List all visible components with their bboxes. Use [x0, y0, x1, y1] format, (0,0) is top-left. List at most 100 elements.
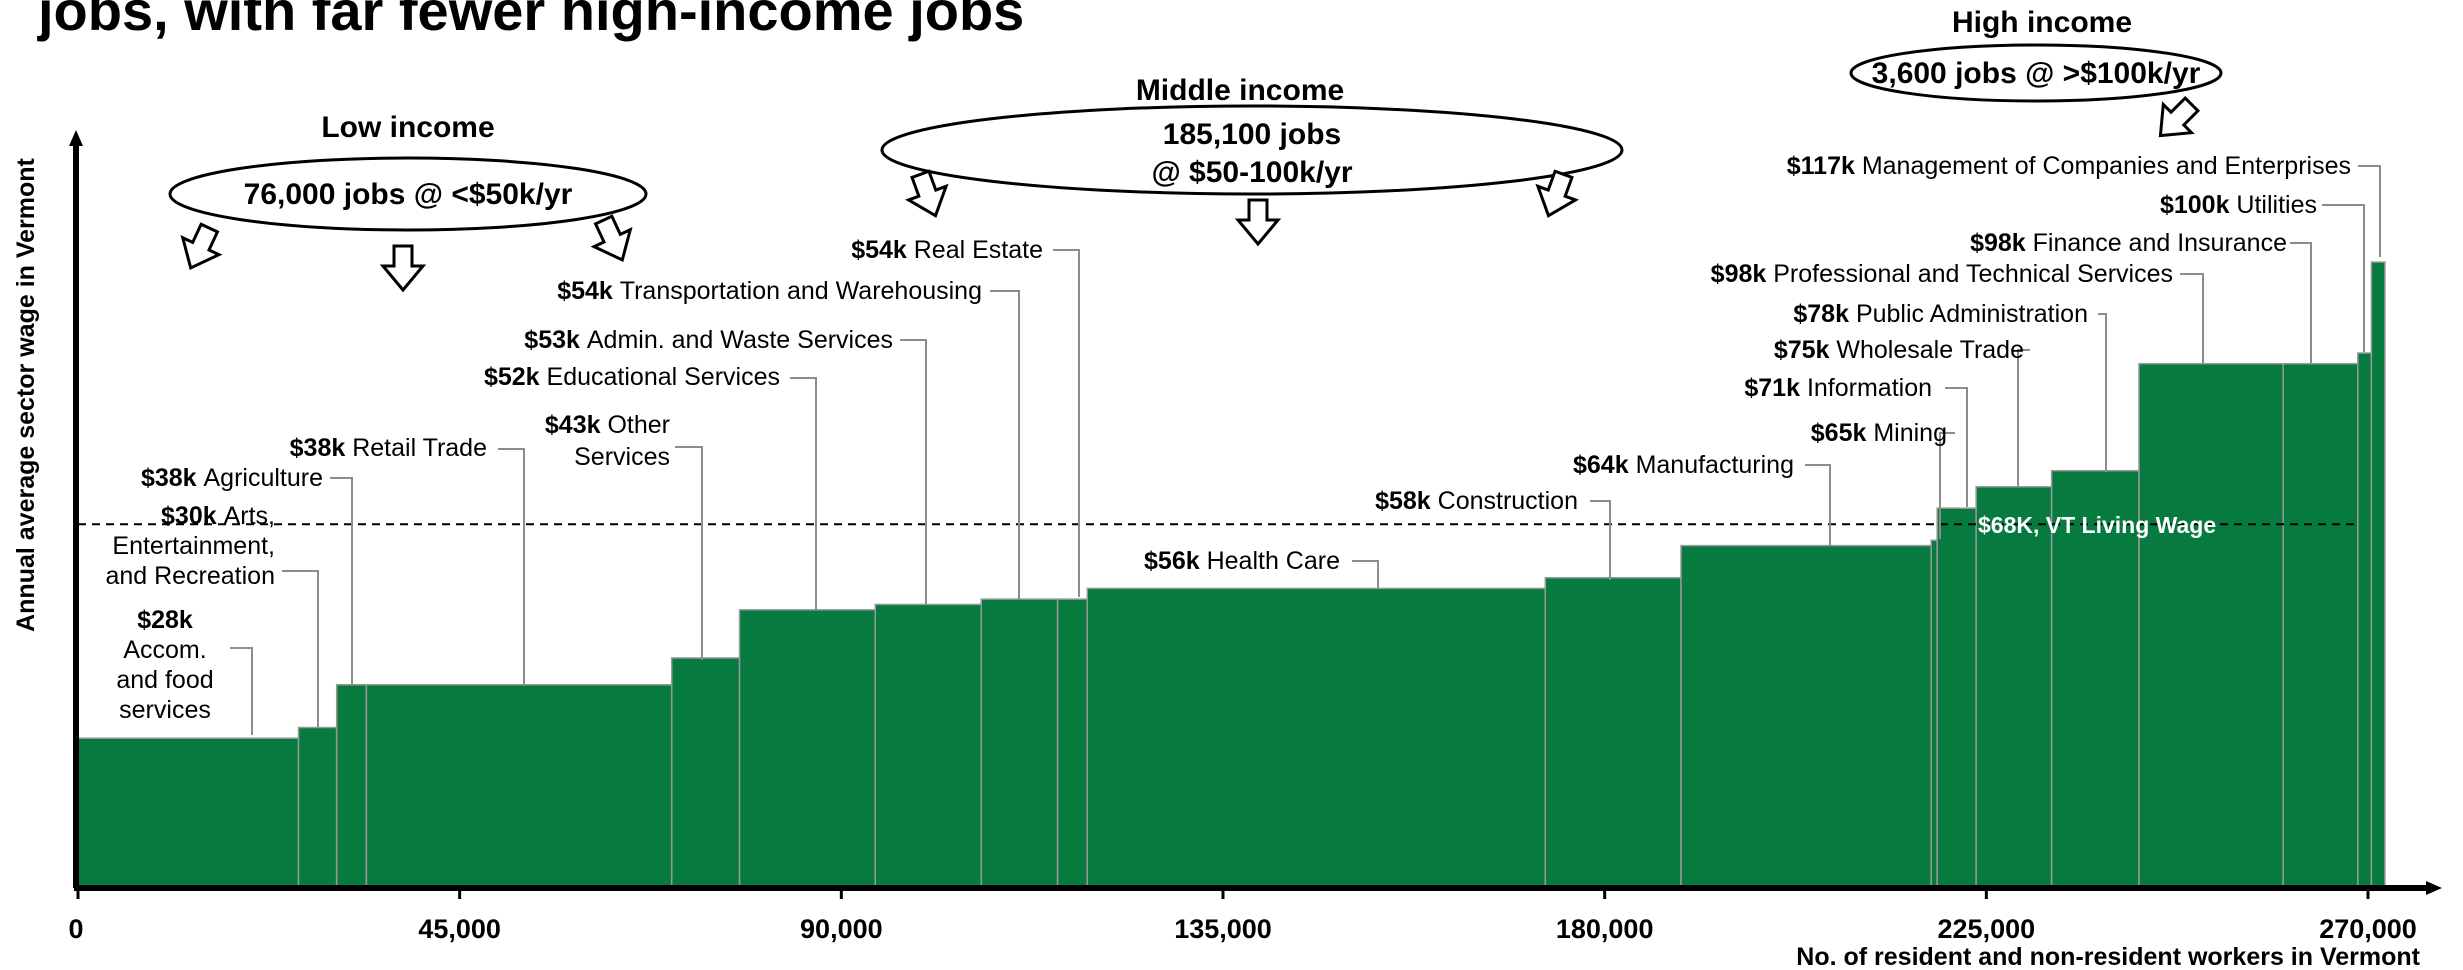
x-tick-label: 45,000	[418, 914, 501, 944]
label-manufacturing: $64k Manufacturing	[1573, 451, 1794, 479]
x-tick-label: 225,000	[1938, 914, 2036, 944]
bar-transportation-and-warehousing	[980, 598, 1059, 889]
bar-mining	[1930, 539, 1938, 889]
group-arrow-icon	[904, 169, 949, 218]
living-wage-label: $68K, VT Living Wage	[1978, 512, 2216, 538]
bar-other-services	[670, 657, 741, 889]
group-text-middle-income: @ $50-100k/yr	[1151, 156, 1352, 189]
label-information: $71k Information	[1744, 374, 1932, 402]
group-heading-high-income: High income	[1952, 6, 2132, 39]
label-educational-services: $52k Educational Services	[484, 363, 780, 391]
bars-group	[77, 261, 2386, 889]
label-wholesale-trade: $75k Wholesale Trade	[1774, 336, 2024, 364]
chart-title: jobs, with far fewer high-income jobs	[37, 0, 1024, 42]
label-accom-and-food-services-line: Accom.	[123, 636, 206, 664]
leader-retail-trade	[498, 448, 525, 686]
leader-accom-and-food-services	[230, 647, 253, 735]
bar-agriculture	[335, 683, 368, 889]
bar-professional-and-technical-services	[2138, 362, 2284, 889]
leader-arts-entertainment-and-recreation	[282, 570, 319, 727]
income-groups: Low income 76,000 jobs @ <$50k/yr Middle i…	[168, 6, 2223, 293]
x-tick-label: 270,000	[2319, 914, 2417, 944]
leader-health-care	[1352, 560, 1379, 588]
label-utilities: $100k Utilities	[2160, 191, 2317, 219]
leader-lines-group	[230, 165, 2381, 735]
leader-management-of-companies-and-enterprises	[2358, 165, 2381, 257]
bar-accom-and-food-services	[77, 737, 300, 889]
bar-retail-trade	[365, 683, 673, 889]
x-axis-arrow	[2426, 881, 2442, 895]
x-tick-label: 135,000	[1174, 914, 1272, 944]
label-admin-and-waste-services: $53k Admin. and Waste Services	[524, 326, 893, 354]
x-tick-label: 90,000	[800, 914, 883, 944]
label-retail-trade: $38k Retail Trade	[290, 434, 487, 462]
bar-arts-entertainment-and-recreation	[297, 726, 338, 889]
group-arrow-icon	[379, 244, 427, 293]
group-arrow-icon	[1535, 169, 1580, 218]
bar-wholesale-trade	[1975, 486, 2053, 889]
y-axis-arrow	[69, 130, 83, 146]
label-agriculture: $38k Agriculture	[141, 464, 323, 492]
leader-construction	[1590, 500, 1611, 580]
label-finance-and-insurance: $98k Finance and Insurance	[1970, 229, 2287, 257]
label-accom-and-food-services-line: $28k	[137, 606, 193, 634]
bar-finance-and-insurance	[2282, 362, 2359, 889]
group-arrow-icon	[1234, 198, 1282, 247]
group-heading-low-income: Low income	[321, 111, 494, 144]
label-accom-and-food-services-line: services	[119, 696, 211, 724]
bar-real-estate	[1056, 598, 1089, 889]
bar-utilities	[2357, 352, 2373, 889]
bar-construction	[1544, 576, 1682, 889]
group-text-high-income: 3,600 jobs @ >$100k/yr	[1872, 57, 2201, 90]
leader-admin-and-waste-services	[900, 339, 927, 604]
label-other-services-line: $43k Other	[545, 411, 670, 439]
group-ellipse-middle-income	[880, 104, 1624, 196]
group-ellipse-high-income	[1849, 43, 2223, 103]
label-arts-entertainment-and-recreation-line: $30k Arts,	[161, 502, 275, 530]
group-text-low-income: 76,000 jobs @ <$50k/yr	[244, 178, 573, 211]
leader-wholesale-trade	[2017, 349, 2030, 486]
label-mining: $65k Mining	[1811, 419, 1947, 447]
label-public-administration: $78k Public Administration	[1793, 300, 2088, 328]
group-arrow-icon	[590, 214, 633, 263]
leader-transportation-and-warehousing	[990, 290, 1020, 600]
bar-management-of-companies-and-enterprises	[2370, 261, 2386, 889]
label-real-estate: $54k Real Estate	[851, 236, 1043, 264]
bar-educational-services	[738, 609, 877, 889]
label-arts-entertainment-and-recreation-line: and Recreation	[105, 562, 275, 590]
x-ticks-group: 0 45,000 90,000 135,000 180,000 225,000 270,00…	[68, 888, 2417, 944]
bar-public-administration	[2050, 469, 2140, 889]
leader-utilities	[2322, 204, 2365, 352]
group-heading-middle-income: Middle income	[1136, 74, 1344, 107]
leader-mining	[1939, 432, 1955, 539]
group-arrow-icon	[180, 222, 223, 271]
x-axis-label: No. of resident and non-resident workers…	[1796, 943, 2420, 970]
leader-real-estate	[1053, 249, 1080, 597]
label-accom-and-food-services-line: and food	[116, 666, 213, 694]
group-text-middle-income: 185,100 jobs	[1163, 118, 1341, 151]
leader-educational-services	[790, 377, 817, 610]
label-construction: $58k Construction	[1375, 487, 1578, 515]
label-transportation-and-warehousing: $54k Transportation and Warehousing	[557, 277, 982, 305]
bar-admin-and-waste-services	[874, 603, 983, 889]
leader-other-services	[675, 446, 703, 660]
x-tick-label: 0	[68, 914, 83, 944]
leader-information	[1945, 387, 1968, 507]
leader-manufacturing	[1805, 464, 1831, 546]
leader-public-administration	[2098, 313, 2107, 472]
group-ellipse-low-income	[168, 156, 648, 232]
leader-professional-and-technical-services	[2180, 273, 2204, 363]
label-arts-entertainment-and-recreation-line: Entertainment,	[112, 532, 275, 560]
group-arrow-icon	[2158, 95, 2201, 138]
bar-manufacturing	[1680, 544, 1932, 889]
y-axis-label: Annual average sector wage in Vermont	[12, 157, 40, 631]
label-management-of-companies-and-enterprises: $117k Management of Companies and Enterp…	[1787, 152, 2351, 180]
label-health-care: $56k Health Care	[1144, 547, 1340, 575]
x-tick-label: 180,000	[1556, 914, 1654, 944]
reference-line-group: $68K, VT Living Wage	[78, 512, 2360, 538]
leader-agriculture	[330, 477, 353, 686]
label-other-services-line: Services	[574, 443, 670, 471]
label-professional-and-technical-services: $98k Professional and Technical Services	[1711, 260, 2173, 288]
